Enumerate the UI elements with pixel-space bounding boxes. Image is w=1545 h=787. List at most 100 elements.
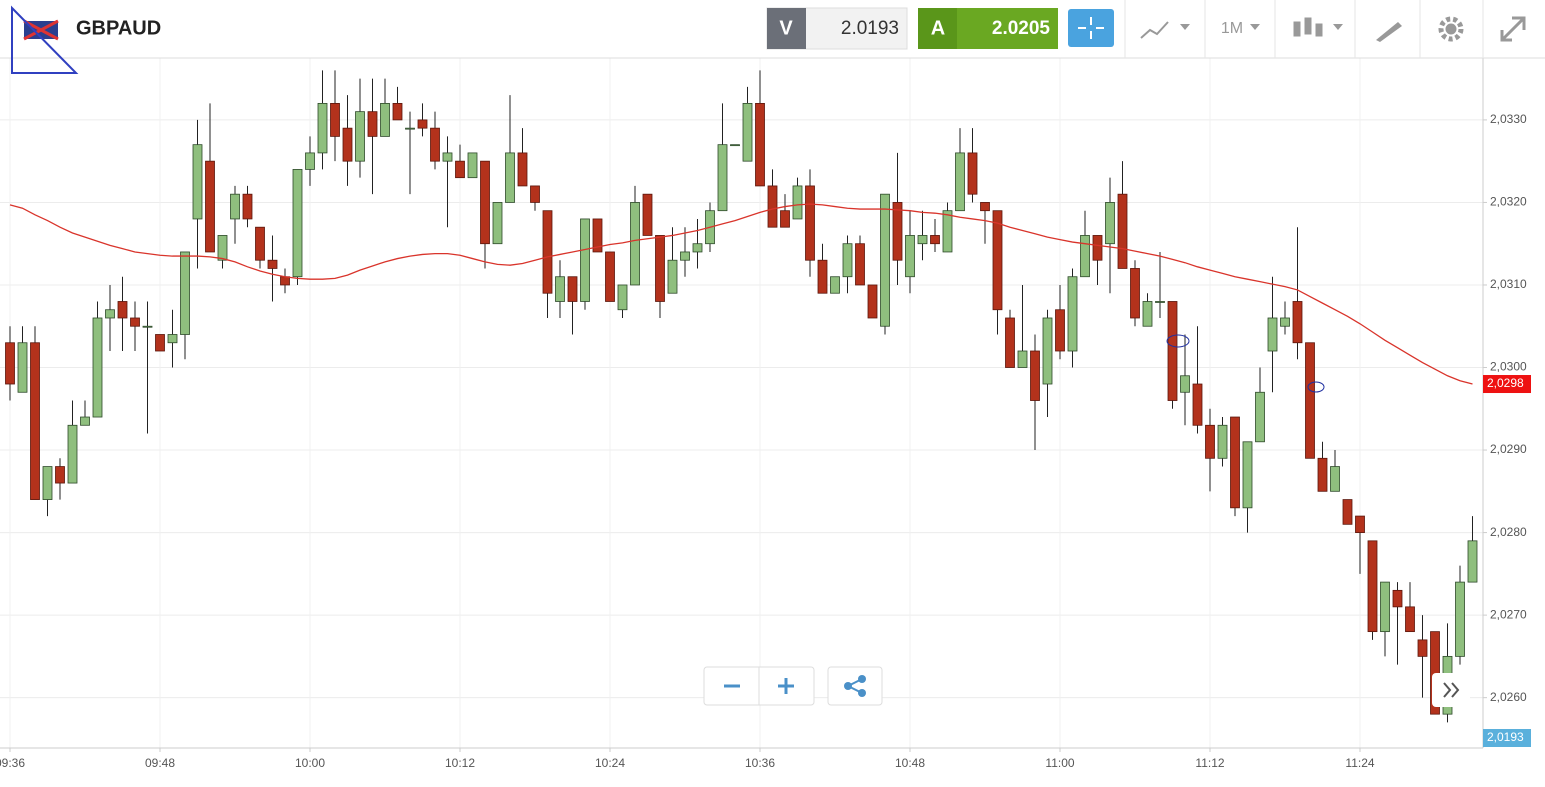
candle-body (717, 144, 728, 212)
candle-body (1367, 540, 1378, 633)
candle-body (192, 144, 203, 220)
y-tick-label: 2,0270 (1490, 607, 1527, 621)
candle-body (342, 127, 353, 162)
candle-body (430, 127, 440, 162)
candle-body (92, 317, 103, 418)
toolbar (1124, 0, 1526, 58)
candle-body (1317, 457, 1328, 492)
share-icon (844, 682, 852, 690)
share-button[interactable] (827, 666, 883, 706)
candle-body (180, 251, 190, 335)
candle-icon (1315, 23, 1323, 37)
candle-body (1417, 639, 1428, 657)
buy-label: A (931, 17, 945, 39)
axis-labels: 2,0260 2,0270 2,0280 2,0290 2,0300 2,0310 2,03… (0, 112, 1531, 770)
candle-body (1155, 301, 1165, 303)
candle-body (130, 317, 140, 327)
candle-body (1055, 309, 1065, 352)
candle-body (1017, 350, 1028, 368)
price-tag (1483, 375, 1531, 394)
candle-body (480, 160, 490, 245)
candle-body (1042, 317, 1053, 385)
candle-body (605, 251, 615, 302)
chart-type-icon[interactable] (1140, 21, 1169, 39)
candle-body (105, 309, 115, 319)
candle-body (1392, 589, 1403, 608)
candle-body (355, 111, 365, 162)
settings-icon[interactable] (1438, 16, 1464, 42)
y-tick-label: 2,0280 (1490, 525, 1527, 539)
buy-price: 2.0205 (992, 18, 1051, 39)
dropdown (1180, 24, 1190, 30)
draw-icon[interactable] (1376, 22, 1402, 42)
candle-body (917, 235, 928, 245)
candle-body (167, 334, 178, 344)
candle-body (330, 102, 340, 137)
crosshair-button[interactable] (1068, 9, 1114, 47)
x-tick-label: 10:24 (595, 756, 625, 770)
candle-body (792, 185, 803, 220)
candle-body (205, 160, 215, 253)
y-tick-label: 2,0320 (1490, 195, 1527, 209)
candle-body (1242, 441, 1253, 509)
candle-body (1205, 424, 1215, 459)
x-tick-label: 09:36 (0, 756, 25, 770)
candle-body (667, 259, 678, 294)
candle-body (17, 342, 28, 393)
candle-body (1080, 235, 1090, 278)
candle-body (817, 259, 828, 294)
candle-body (1217, 424, 1228, 459)
candle-body (867, 284, 878, 319)
candle-body (630, 202, 640, 286)
candle-body (505, 152, 515, 203)
x-tick-label: 11:24 (1345, 756, 1374, 770)
candle-body (617, 284, 628, 311)
candle-body (1005, 317, 1015, 368)
candle-body (280, 276, 290, 286)
candle-body (380, 102, 390, 137)
candle-body (30, 342, 40, 500)
zoom-in[interactable] (778, 678, 794, 694)
candle-body (217, 235, 228, 261)
share-icon (858, 675, 866, 683)
price-tag (1483, 729, 1531, 747)
candle-body (255, 226, 265, 261)
candle-body (942, 210, 953, 253)
timeframe[interactable]: 1M (1221, 20, 1243, 37)
candle-body (780, 210, 790, 228)
candle-icon (1304, 17, 1312, 35)
candle-body (730, 144, 740, 147)
candle-body (1180, 375, 1190, 393)
expand-icon[interactable] (1500, 16, 1526, 42)
sell-price: 2.0193 (841, 18, 899, 39)
candle-body (742, 102, 753, 162)
candle-body (642, 193, 653, 236)
candle-body (1130, 268, 1140, 319)
candle-body (42, 466, 53, 500)
candle-body (1117, 193, 1128, 269)
candle-body (155, 334, 165, 352)
candle-icon[interactable] (1293, 21, 1301, 37)
candle-body (1192, 383, 1203, 426)
candle-body (292, 169, 303, 278)
candle-body (1167, 301, 1178, 401)
share-icon (858, 689, 866, 697)
candle-body (967, 152, 978, 195)
x-tick-label: 10:12 (445, 756, 475, 770)
y-tick-label: 2,0300 (1490, 360, 1527, 374)
candle-body (855, 243, 865, 286)
y-tick-label: 2,0310 (1490, 277, 1527, 291)
sell-label-box (767, 8, 806, 49)
candle-body (955, 152, 965, 212)
candle-body (680, 251, 690, 261)
dropdown (1250, 24, 1260, 30)
candle-body (880, 193, 890, 327)
candle-body (1305, 342, 1315, 459)
candle-body (842, 243, 853, 278)
candle-body (1405, 606, 1415, 633)
candle-body (142, 325, 153, 328)
candle-body (1092, 235, 1103, 261)
candle-body (1330, 466, 1340, 492)
candle-body (305, 152, 315, 170)
